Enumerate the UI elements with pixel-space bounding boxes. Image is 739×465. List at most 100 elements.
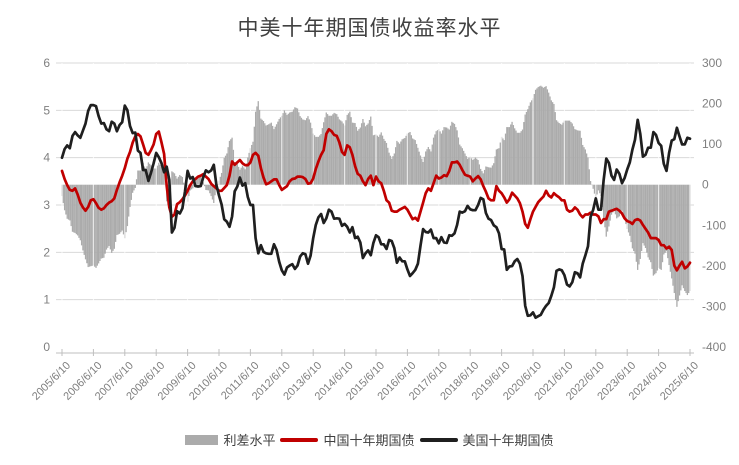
spread-bar: [396, 140, 398, 185]
spread-bar: [506, 127, 508, 185]
spread-bar: [397, 142, 399, 185]
spread-bar: [107, 184, 109, 248]
spread-bar: [176, 178, 178, 185]
spread-bar: [629, 184, 631, 236]
spread-bar: [260, 118, 262, 185]
spread-bar: [296, 108, 299, 185]
spread-bar: [531, 100, 533, 185]
spread-bar: [256, 106, 258, 185]
spread-bar: [570, 122, 572, 185]
spread-bar: [198, 175, 201, 185]
spread-bar: [521, 129, 524, 185]
spread-bar: [685, 184, 687, 294]
spread-bar: [523, 122, 525, 185]
spread-bar: [635, 184, 638, 262]
spread-bar: [292, 109, 295, 185]
spread-bar: [213, 184, 215, 203]
spread-bar: [466, 158, 469, 185]
spread-bar: [554, 112, 556, 185]
spread-bar: [489, 167, 491, 185]
spread-bar: [404, 138, 406, 185]
spread-bar: [508, 127, 511, 185]
spread-bar: [640, 184, 643, 252]
spread-bar: [147, 162, 149, 185]
spread-bar: [503, 140, 505, 185]
spread-bar: [449, 125, 452, 185]
spread-bar: [593, 184, 596, 194]
spread-bar: [580, 137, 583, 185]
spread-bar: [205, 184, 207, 190]
spread-bar: [117, 184, 119, 235]
right-axis-tick-label: -200: [702, 259, 726, 273]
spread-bar: [206, 184, 208, 191]
left-axis-tick-label: 3: [43, 198, 50, 212]
spread-bar: [524, 114, 526, 185]
spread-bar: [493, 163, 495, 185]
spread-bar: [163, 168, 165, 185]
spread-bar: [656, 184, 658, 271]
spread-bar: [66, 184, 68, 219]
spread-bar: [228, 140, 231, 185]
spread-bar: [299, 116, 301, 185]
spread-bar: [268, 124, 270, 185]
spread-bar: [667, 184, 669, 259]
spread-bar: [234, 161, 236, 185]
spread-bar: [677, 184, 679, 302]
spread-bar: [565, 120, 567, 185]
spread-bar: [138, 170, 140, 185]
spread-bar: [651, 184, 653, 269]
spread-bar: [80, 184, 83, 246]
spread-bar: [354, 123, 356, 185]
spread-bar: [491, 165, 494, 185]
spread-bar: [114, 184, 117, 242]
spread-bar: [423, 156, 426, 185]
spread-bar: [527, 109, 529, 185]
spread-bar: [414, 140, 416, 185]
spread-bar: [320, 134, 322, 185]
spread-bar: [371, 125, 373, 185]
spread-bar: [558, 123, 560, 185]
spread-bar: [91, 184, 93, 266]
spread-bar: [561, 124, 563, 185]
spread-bar: [190, 184, 193, 190]
spread-bar: [409, 131, 411, 185]
spread-bar: [555, 120, 558, 185]
spread-bar: [650, 184, 652, 263]
spread-bar: [181, 177, 184, 185]
spread-bar: [303, 119, 305, 185]
spread-bar: [425, 151, 427, 185]
spread-bar: [633, 184, 635, 252]
spread-bar: [596, 184, 598, 195]
spread-bar: [430, 151, 432, 185]
spread-bar: [359, 127, 361, 185]
spread-bar: [141, 166, 143, 185]
spread-bar: [357, 130, 359, 185]
spread-bar: [477, 159, 479, 185]
spread-bar: [663, 184, 665, 255]
spread-bar: [452, 122, 454, 185]
spread-bar: [142, 162, 144, 185]
spread-bar: [559, 123, 562, 185]
legend-swatch-china-line: [280, 437, 319, 442]
spread-bar: [70, 184, 72, 227]
spread-bar: [207, 184, 210, 191]
spread-bar: [196, 177, 198, 185]
spread-bar: [120, 184, 122, 233]
spread-bar: [643, 184, 645, 246]
spread-bar: [617, 184, 619, 218]
spread-bar: [673, 184, 675, 294]
spread-bar: [600, 184, 602, 197]
spread-bar: [152, 168, 155, 185]
spread-bar: [405, 135, 407, 185]
spread-bar: [401, 139, 403, 185]
spread-bar: [137, 170, 139, 185]
spread-bar: [499, 142, 501, 185]
spread-bar: [362, 118, 364, 185]
spread-bar: [578, 130, 580, 185]
spread-bar: [311, 128, 313, 185]
us-10y-line: [60, 103, 692, 320]
spread-bar: [211, 184, 214, 200]
spread-bar: [618, 184, 620, 217]
legend-item-china: 中国十年期国债: [280, 430, 415, 449]
spread-bar: [364, 126, 367, 185]
